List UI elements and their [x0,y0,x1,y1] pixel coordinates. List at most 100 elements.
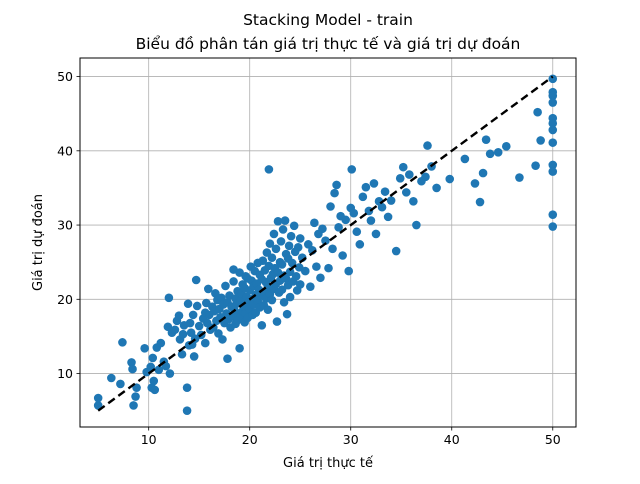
data-point [221,281,230,291]
data-point [235,343,244,353]
data-point [344,266,354,276]
data-point [432,183,441,193]
data-point [295,234,305,243]
x-tick-label: 30 [343,432,359,447]
data-point [93,393,103,403]
data-point [282,309,292,319]
data-point [273,217,283,226]
data-point [281,274,291,283]
data-point [533,107,542,117]
data-point [185,318,195,328]
data-point [263,305,273,314]
data-point [291,271,301,281]
data-point [318,224,327,234]
data-point [412,220,421,230]
axis-ticks: 10 20 30 40 50 10 20 30 40 50 [57,69,561,447]
chart-title-line-1: Stacking Model - train [243,11,413,29]
data-point [284,241,294,251]
data-point [295,280,305,289]
data-point [267,253,277,263]
data-point [383,212,393,222]
data-point [165,369,175,378]
data-point [202,318,212,328]
data-point [341,215,350,225]
data-point [398,162,408,172]
data-point [531,161,540,170]
data-point [306,282,315,291]
data-point [355,240,365,249]
data-point [107,373,116,383]
data-point [189,352,199,361]
data-point [548,222,558,231]
data-point [183,299,193,309]
data-point [361,182,371,192]
data-point [269,229,279,239]
data-point [289,221,299,231]
data-point [312,262,321,271]
data-point [423,141,432,150]
data-point [131,392,140,401]
data-point [203,284,213,294]
data-point [548,160,558,170]
data-point [366,216,376,225]
data-point [352,227,362,237]
data-point [377,202,387,212]
y-axis-label: Giá trị dự đoán [31,194,46,291]
data-point [349,208,359,218]
data-point [182,406,192,415]
x-tick-label: 20 [242,432,258,447]
x-tick-label: 10 [141,432,157,447]
data-point [445,174,455,184]
data-point [257,320,267,330]
data-point [421,172,430,182]
data-point [481,135,491,144]
data-point [276,237,286,246]
reference-line-group [97,75,554,412]
data-point [277,285,287,294]
data-point [264,165,274,174]
data-point [548,210,558,219]
data-point [548,91,558,101]
data-point [358,192,368,202]
data-point [485,149,495,159]
data-point [334,222,343,232]
data-point [182,383,192,392]
data-point [330,188,339,198]
data-point [391,246,401,256]
data-point [229,277,238,286]
data-point [332,180,341,190]
data-point [128,364,137,374]
data-point [140,343,149,353]
data-point [548,119,558,128]
data-point [154,365,164,375]
data-point [515,173,524,182]
data-point [156,338,166,348]
y-tick-label: 10 [57,366,73,381]
data-point [409,196,418,206]
data-point [164,293,174,303]
y-tick-label: 40 [57,143,73,158]
data-point [192,301,202,311]
data-point [194,321,204,331]
data-point [272,317,282,326]
data-point [178,329,188,339]
data-point [371,229,381,239]
data-point [548,167,558,176]
data-point [310,218,319,228]
data-point [271,244,281,254]
plot-area-frame [79,57,577,428]
data-point [279,297,289,307]
data-point [174,311,184,320]
data-point [200,338,210,348]
data-point [493,147,503,157]
data-point [548,98,558,107]
x-tick-label: 40 [444,432,460,447]
data-point [116,379,125,389]
data-point [127,358,136,367]
data-point [347,165,357,174]
data-point [188,310,198,320]
data-points [93,74,558,415]
y-tick-label: 50 [57,69,73,84]
